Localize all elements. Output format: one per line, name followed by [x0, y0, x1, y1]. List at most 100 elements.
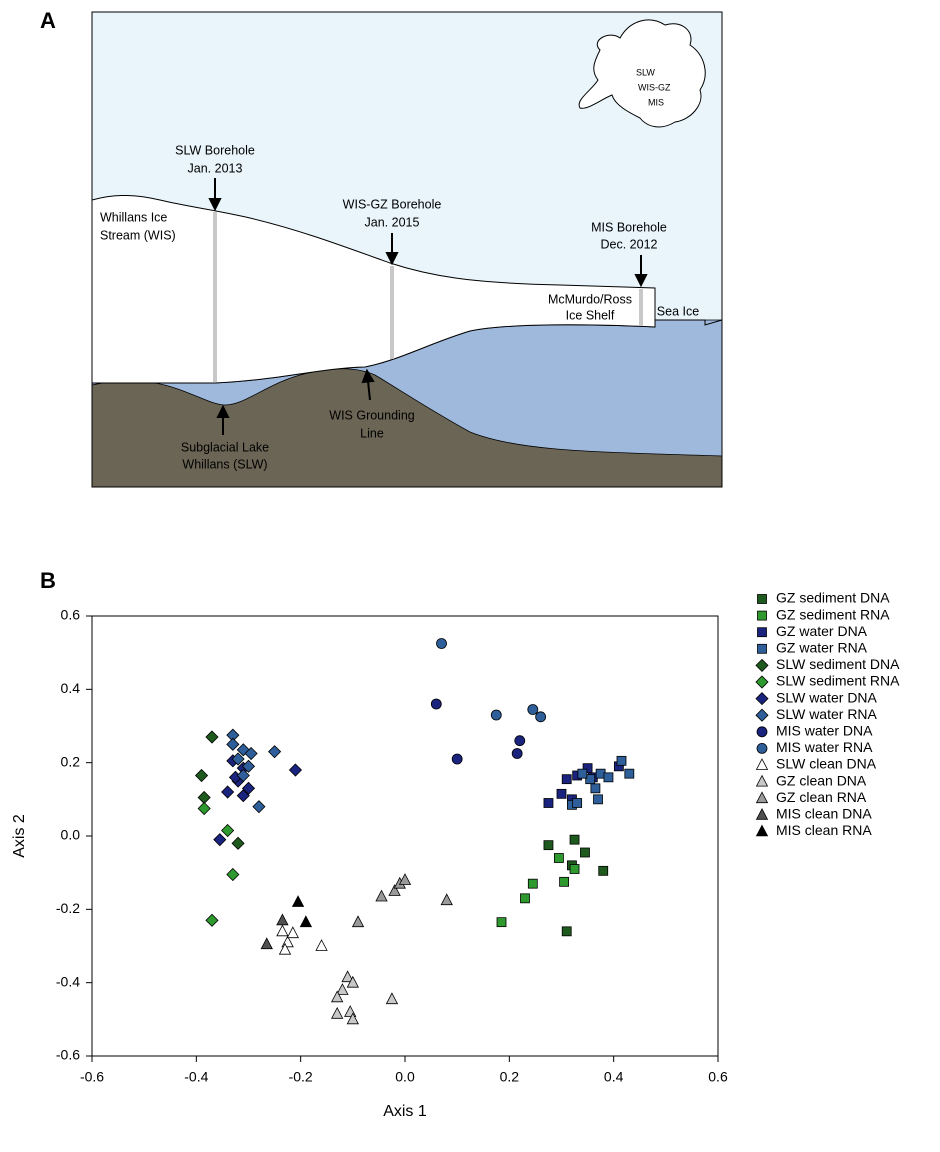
point [288, 763, 303, 777]
legend-marker [755, 791, 769, 804]
point [299, 915, 313, 928]
legend-label: GZ sediment RNA [776, 606, 890, 622]
diagram-label: Whillans (SLW) [182, 457, 267, 471]
y-tick-label: -0.2 [56, 900, 80, 916]
point [543, 798, 554, 808]
point [260, 937, 273, 950]
point [231, 752, 245, 766]
point [572, 798, 583, 808]
legend-marker [757, 643, 767, 654]
point [556, 788, 567, 799]
point [291, 895, 305, 907]
point [197, 801, 211, 816]
point [194, 768, 209, 783]
diagram-label: WIS Grounding [329, 408, 415, 422]
legend-label: GZ clean DNA [776, 772, 867, 788]
point [535, 711, 547, 723]
diagram-label: Dec. 2012 [601, 237, 658, 251]
point [514, 735, 526, 747]
point [341, 970, 354, 983]
point [451, 753, 463, 765]
point [221, 785, 235, 799]
y-tick-label: 0.6 [61, 607, 81, 623]
point [221, 823, 235, 838]
legend-label: GZ clean RNA [776, 789, 867, 805]
diagram-label: Whillans Ice [100, 210, 167, 224]
point [569, 834, 580, 845]
plot-frame [91, 615, 719, 1057]
legend-label: GZ water RNA [776, 640, 868, 656]
y-axis-label: Axis 2 [11, 814, 28, 858]
legend-marker [756, 743, 768, 754]
point [231, 836, 245, 850]
point [577, 768, 588, 779]
point [205, 730, 219, 744]
point [553, 853, 564, 863]
point [598, 865, 609, 876]
map-label: MIS [648, 97, 664, 107]
point [559, 876, 570, 887]
point [543, 840, 554, 851]
point [346, 975, 359, 988]
legend-marker [755, 807, 769, 820]
point [440, 893, 453, 906]
point [213, 833, 227, 847]
legend-label: SLW clean DNA [776, 756, 877, 772]
point [603, 772, 614, 783]
antarctica-map [578, 19, 706, 128]
legend-marker [755, 658, 769, 672]
legend-marker [755, 774, 769, 787]
x-axis-label: Axis 1 [383, 1103, 427, 1120]
legend-label: SLW sediment RNA [776, 673, 900, 689]
point [331, 990, 344, 1003]
point [252, 800, 266, 814]
y-tick-label: -0.4 [56, 973, 80, 989]
x-tick-label: 0.4 [604, 1069, 624, 1085]
point [624, 768, 635, 779]
point [582, 763, 593, 774]
point [511, 748, 523, 759]
legend-marker [757, 627, 767, 638]
sea-ice [655, 319, 723, 326]
panel-label: B [40, 568, 56, 593]
point [496, 917, 507, 928]
diagram-label: Line [360, 426, 384, 440]
point [375, 889, 388, 902]
legend-label: MIS water RNA [776, 739, 873, 755]
map-label: WIS-GZ [638, 82, 671, 92]
map-label: SLW [636, 67, 655, 77]
point [236, 789, 250, 803]
legend-marker [755, 708, 769, 722]
diagram-label: WIS-GZ Borehole [343, 197, 442, 211]
point [593, 794, 603, 805]
diagram-label: Jan. 2013 [188, 161, 243, 175]
point [388, 884, 401, 896]
point [205, 913, 219, 927]
point [236, 768, 250, 783]
point [336, 983, 349, 995]
point [197, 790, 211, 805]
legend-marker [757, 594, 767, 604]
ice [91, 194, 656, 384]
diagram-label: Stream (WIS) [100, 228, 176, 242]
diagram-label: Jan. 2015 [365, 215, 420, 229]
point [527, 704, 539, 715]
point [346, 1012, 359, 1025]
point [520, 893, 530, 904]
point [590, 783, 601, 794]
point [561, 774, 572, 785]
x-tick-label: 0.0 [395, 1069, 415, 1085]
point [385, 992, 399, 1005]
point [616, 755, 627, 766]
diagram: SLW Borehole Jan. 2013 Whillans Ice Stream … [91, 11, 723, 488]
y-tick-label: 0.2 [61, 753, 81, 769]
x-tick-label: -0.6 [80, 1069, 104, 1085]
legend-label: MIS clean DNA [776, 806, 872, 822]
point [331, 1006, 344, 1019]
point [561, 926, 572, 937]
point [490, 709, 502, 721]
legend-marker [755, 692, 769, 706]
point [226, 867, 240, 882]
point [527, 878, 538, 889]
